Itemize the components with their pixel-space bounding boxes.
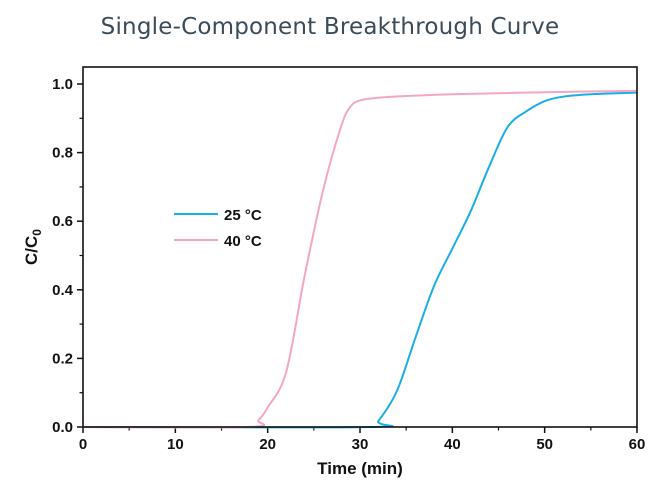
y-tick-label: 1.0 xyxy=(52,76,73,93)
plot-frame xyxy=(82,66,638,428)
y-tick-label: 0.8 xyxy=(52,145,73,162)
x-tick-label: 40 xyxy=(444,436,461,453)
legend: 25 °C 40 °C xyxy=(174,207,262,250)
x-axis-label: Time (min) xyxy=(317,459,403,478)
x-tick-label: 0 xyxy=(79,436,87,453)
series-line-25c xyxy=(82,91,638,429)
legend-label: 40 °C xyxy=(224,233,262,250)
y-tick-label: 0.4 xyxy=(52,282,74,299)
legend-label: 25 °C xyxy=(224,207,262,224)
chart-title: Single-Component Breakthrough Curve xyxy=(100,14,560,40)
y-axis-label: C/C0 xyxy=(22,229,44,265)
x-tick-label: 60 xyxy=(629,436,646,453)
y-tick-label: 0.0 xyxy=(52,419,73,436)
y-tick-label: 0.6 xyxy=(52,213,73,230)
x-tick-label: 10 xyxy=(167,436,184,453)
x-tick-label: 50 xyxy=(536,436,553,453)
x-tick-label: 30 xyxy=(352,436,369,453)
x-tick-label: 20 xyxy=(259,436,276,453)
y-tick-label: 0.2 xyxy=(52,350,73,367)
series-line-40c xyxy=(82,89,638,429)
svg-text:C/C0: C/C0 xyxy=(22,229,44,265)
